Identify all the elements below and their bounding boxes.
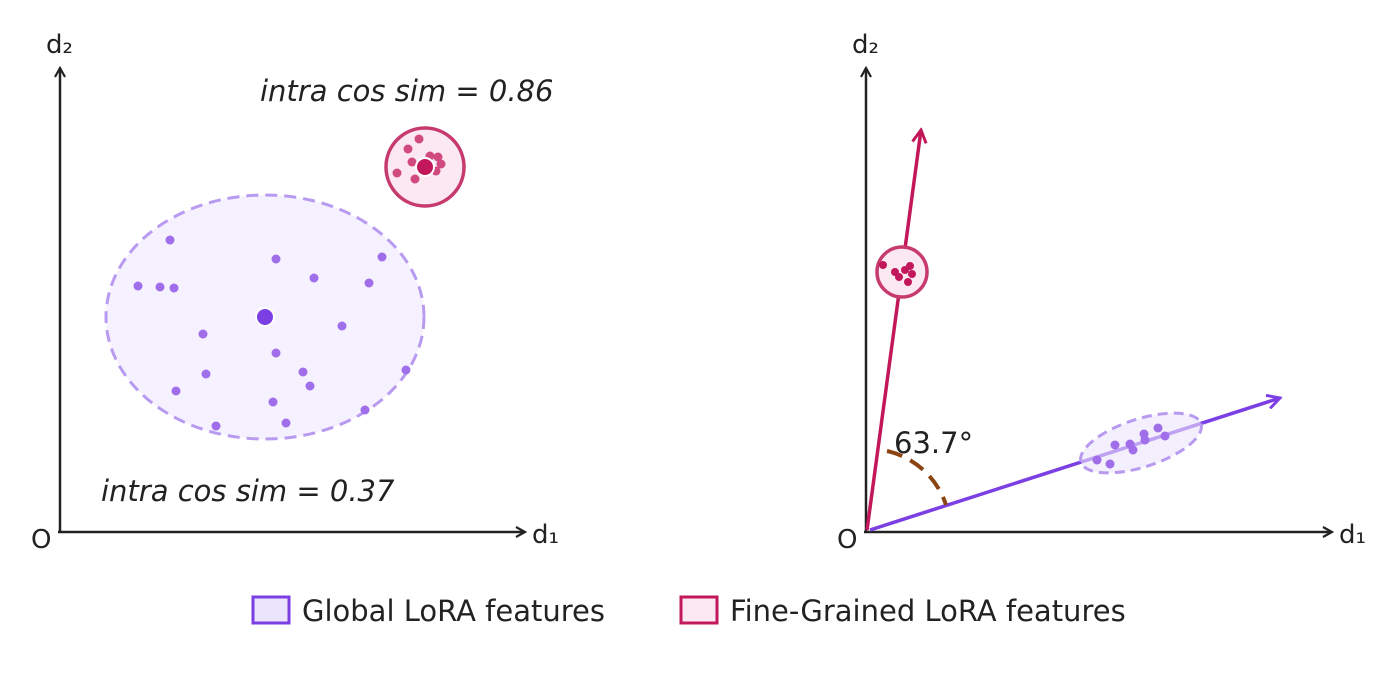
left-global-cluster	[104, 193, 426, 441]
fine-point	[879, 261, 887, 269]
fine-point	[436, 159, 446, 169]
global-centroid	[255, 307, 275, 327]
global-point	[1092, 455, 1102, 465]
global-point	[171, 386, 181, 396]
left-panel: d₂ d₁ O	[31, 30, 559, 555]
right-panel: d₂ d₁ O 63.7°	[837, 30, 1366, 555]
legend-global-label: Global LoRA features	[302, 594, 605, 628]
global-point	[201, 369, 211, 379]
global-point	[271, 348, 281, 358]
global-point	[169, 283, 179, 293]
global-point	[281, 418, 291, 428]
global-point	[1140, 435, 1150, 445]
right-x-axis-label: d₁	[1339, 520, 1366, 550]
global-direction-vector	[869, 398, 1280, 532]
angle-label: 63.7°	[894, 426, 973, 460]
fine-intra-cos-sim-annotation: intra cos sim = 0.86	[260, 74, 553, 108]
legend-fine-label: Fine-Grained LoRA features	[730, 594, 1126, 628]
fine-point	[433, 152, 443, 162]
global-point	[360, 405, 370, 415]
global-cluster-boundary	[1079, 411, 1203, 475]
global-point	[1105, 459, 1115, 469]
fine-point	[895, 273, 903, 281]
global-point	[211, 421, 221, 431]
global-intra-cos-sim-annotation: intra cos sim = 0.37	[101, 474, 395, 508]
global-point	[1110, 440, 1120, 450]
global-point	[1160, 431, 1170, 441]
fine-point	[414, 134, 424, 144]
global-point	[155, 282, 165, 292]
fine-direction-vector	[865, 130, 921, 531]
global-point	[1153, 423, 1163, 433]
right-y-axis-label: d₂	[852, 30, 879, 60]
global-point	[377, 252, 387, 262]
global-point	[309, 273, 319, 283]
left-y-axis-label: d₂	[46, 30, 73, 60]
legend-global-swatch	[251, 595, 291, 625]
global-point	[271, 254, 281, 264]
global-point	[298, 367, 308, 377]
global-point	[1128, 445, 1138, 455]
fine-point	[908, 270, 916, 278]
global-feature-points	[1092, 423, 1170, 469]
global-feature-points	[133, 235, 411, 431]
right-fine-cluster	[875, 245, 929, 299]
fine-feature-points	[392, 134, 446, 184]
fine-point	[403, 144, 413, 154]
fine-point	[906, 262, 914, 270]
fine-point	[904, 278, 912, 286]
right-global-cluster	[1079, 411, 1203, 475]
fine-centroid	[415, 157, 435, 177]
global-point	[337, 321, 347, 331]
fine-point	[392, 168, 402, 178]
fine-feature-points	[879, 261, 916, 286]
global-point	[198, 329, 208, 339]
left-origin-label: O	[31, 525, 51, 555]
legend-fine-swatch	[679, 595, 719, 625]
global-point	[133, 281, 143, 291]
angle-arc	[886, 449, 948, 506]
fine-point	[410, 174, 420, 184]
global-point	[305, 381, 315, 391]
global-point	[364, 278, 374, 288]
global-point	[401, 365, 411, 375]
left-fine-cluster	[384, 126, 466, 208]
legend: Global LoRA features Fine-Grained LoRA f…	[251, 594, 1126, 628]
global-point	[165, 235, 175, 245]
fine-point	[407, 157, 417, 167]
right-origin-label: O	[837, 525, 857, 555]
left-x-axis-label: d₁	[532, 520, 559, 550]
global-point	[268, 397, 278, 407]
